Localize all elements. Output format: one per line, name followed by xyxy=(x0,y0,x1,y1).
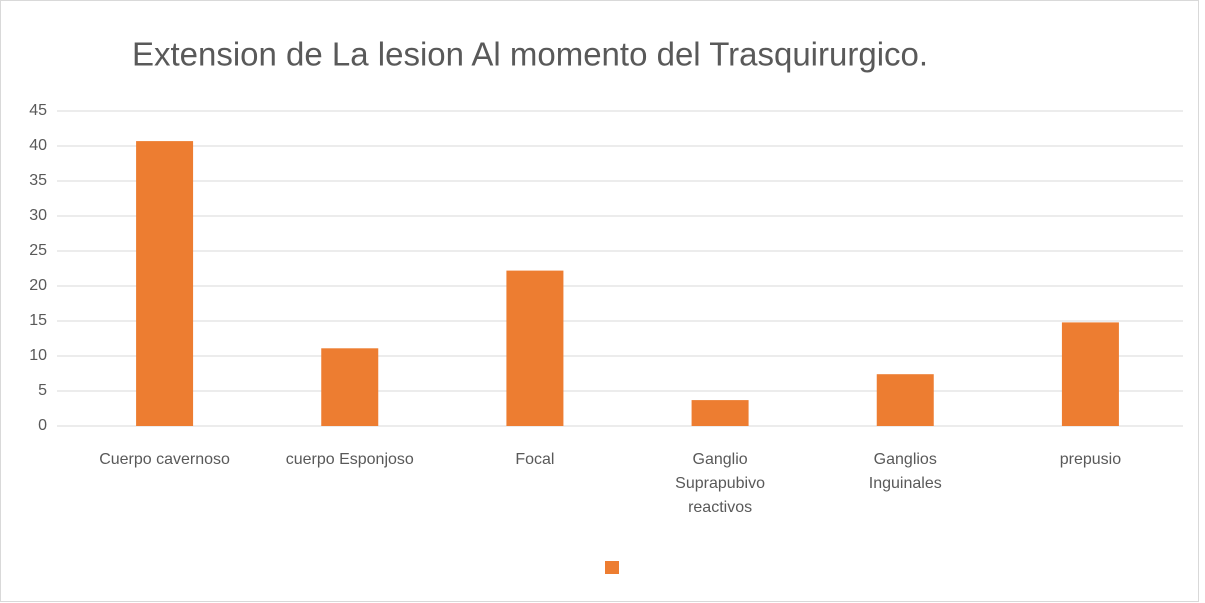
chart-title: Extension de La lesion Al momento del Tr… xyxy=(132,36,928,73)
y-tick-label: 35 xyxy=(29,172,47,189)
y-tick-label: 40 xyxy=(29,137,47,154)
bar xyxy=(506,270,564,426)
y-tick-label: 5 xyxy=(38,382,47,399)
x-tick-label: Ganglios Inguinales xyxy=(869,451,942,492)
y-tick-label: 10 xyxy=(29,347,47,364)
x-tick-label: cuerpo Esponjoso xyxy=(286,451,414,468)
bar xyxy=(876,374,934,426)
x-tick-label: prepusio xyxy=(1060,451,1121,468)
y-tick-label: 25 xyxy=(29,242,47,259)
bar xyxy=(136,141,194,426)
y-tick-label: 15 xyxy=(29,312,47,329)
y-tick-label: 45 xyxy=(29,102,47,119)
bar xyxy=(1061,322,1119,426)
y-tick-label: 0 xyxy=(38,417,47,434)
y-tick-label: 30 xyxy=(29,207,47,224)
x-tick-label: Cuerpo cavernoso xyxy=(99,451,230,468)
y-tick-label: 20 xyxy=(29,277,47,294)
x-tick-label: Ganglio Suprapubivo reactivos xyxy=(675,451,765,516)
bar xyxy=(691,400,749,426)
legend-marker xyxy=(605,561,619,574)
x-tick-label: Focal xyxy=(515,451,554,468)
bar xyxy=(321,348,379,426)
